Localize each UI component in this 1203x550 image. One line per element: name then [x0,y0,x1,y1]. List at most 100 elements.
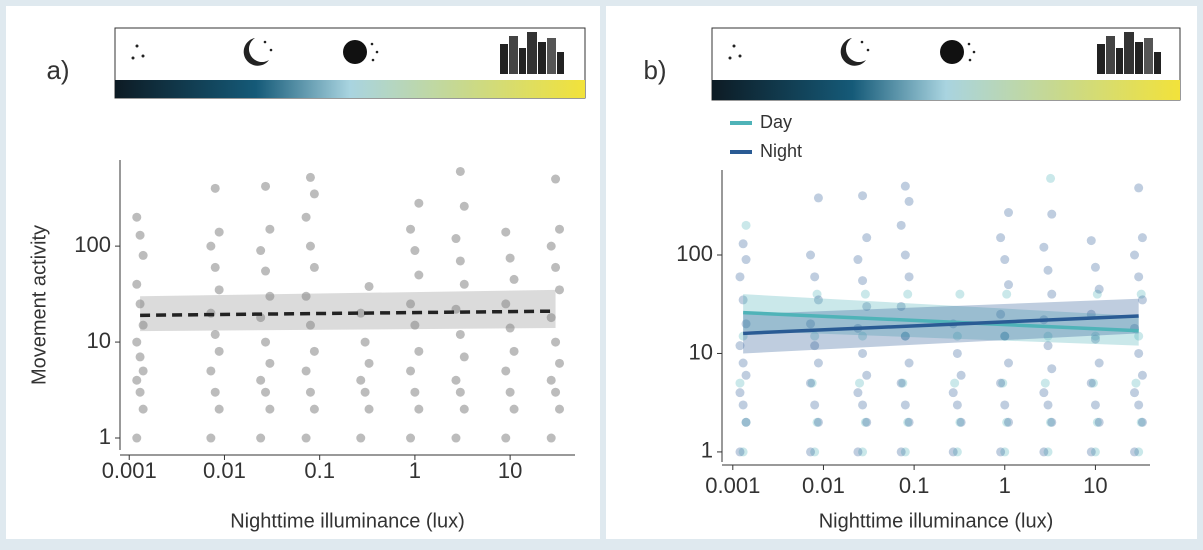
data-point [1130,447,1140,457]
data-point [952,400,962,410]
data-point [414,346,424,356]
data-point [301,433,311,443]
data-point [265,291,275,301]
data-point [132,337,142,347]
data-point [896,301,906,311]
data-point [956,370,966,380]
data-point [810,341,820,351]
data-point [505,387,515,397]
data-point [1086,236,1096,246]
data-point [1004,358,1014,368]
data-point [256,246,266,256]
data-point [1137,295,1147,305]
data-point [996,378,1006,388]
data-point [364,404,374,414]
data-point [410,320,420,330]
data-point [451,375,461,385]
data-point [952,447,962,457]
data-point [505,323,515,333]
data-point [860,417,870,427]
data-point [903,417,913,427]
data-point [214,227,224,237]
data-point [414,404,424,414]
data-point [741,255,751,265]
data-point [214,285,224,295]
data-point [501,299,511,309]
data-point [451,234,461,244]
data-point [265,224,275,234]
data-point [214,404,224,414]
trend-line [743,314,1139,336]
data-point [862,233,872,243]
data-point [301,366,311,376]
data-point [810,331,820,341]
data-point [135,387,145,397]
data-point [996,309,1006,319]
data-point [551,262,561,272]
data-point [813,295,823,305]
data-point [996,447,1006,457]
data-point [900,181,910,191]
data-point [853,255,863,265]
data-point [862,301,872,311]
data-point [904,272,914,282]
data-point [210,387,220,397]
data-point [356,433,366,443]
data-point [309,189,319,199]
data-point [309,346,319,356]
data-point [551,387,561,397]
data-point [455,387,465,397]
data-point [301,291,311,301]
x-axis-label: Nighttime illuminance (lux) [819,510,1054,532]
data-point [138,404,148,414]
data-point [813,193,823,203]
data-point [952,331,962,341]
legend-label: Night [760,141,802,161]
data-point [735,378,745,388]
data-point [546,313,556,323]
data-point [210,183,220,193]
confidence-band [140,289,556,332]
data-point [501,227,511,237]
data-point [1134,400,1144,410]
data-point [1000,331,1010,341]
data-point [1046,173,1056,183]
data-point [501,433,511,443]
data-point [1043,447,1053,457]
data-point [459,404,469,414]
data-point [998,378,1008,388]
data-point [1094,358,1104,368]
data-point [858,331,868,341]
data-point [853,388,863,398]
data-point [900,331,910,341]
data-point [900,250,910,260]
data-point [1039,388,1049,398]
data-point [807,378,817,388]
data-point [410,246,420,256]
data-point [813,358,823,368]
data-point [741,319,751,329]
data-point [1002,417,1012,427]
data-point [741,370,751,380]
data-point [860,289,870,299]
trend-line [140,309,556,318]
data-point [735,388,745,398]
data-point [813,417,823,427]
data-point [210,262,220,272]
y-tick-label: 100 [74,232,111,257]
data-point [1000,255,1010,265]
data-point [132,279,142,289]
panel-label: b) [643,55,666,85]
data-point [1039,447,1049,457]
data-point [806,378,816,388]
data-point [904,417,914,427]
data-point [360,337,370,347]
data-point [858,276,868,286]
data-point [858,447,868,457]
x-tick-label: 10 [1083,473,1107,498]
data-point [451,433,461,443]
data-point [414,198,424,208]
data-point [1137,417,1147,427]
data-point [1000,331,1010,341]
data-point [356,308,366,318]
